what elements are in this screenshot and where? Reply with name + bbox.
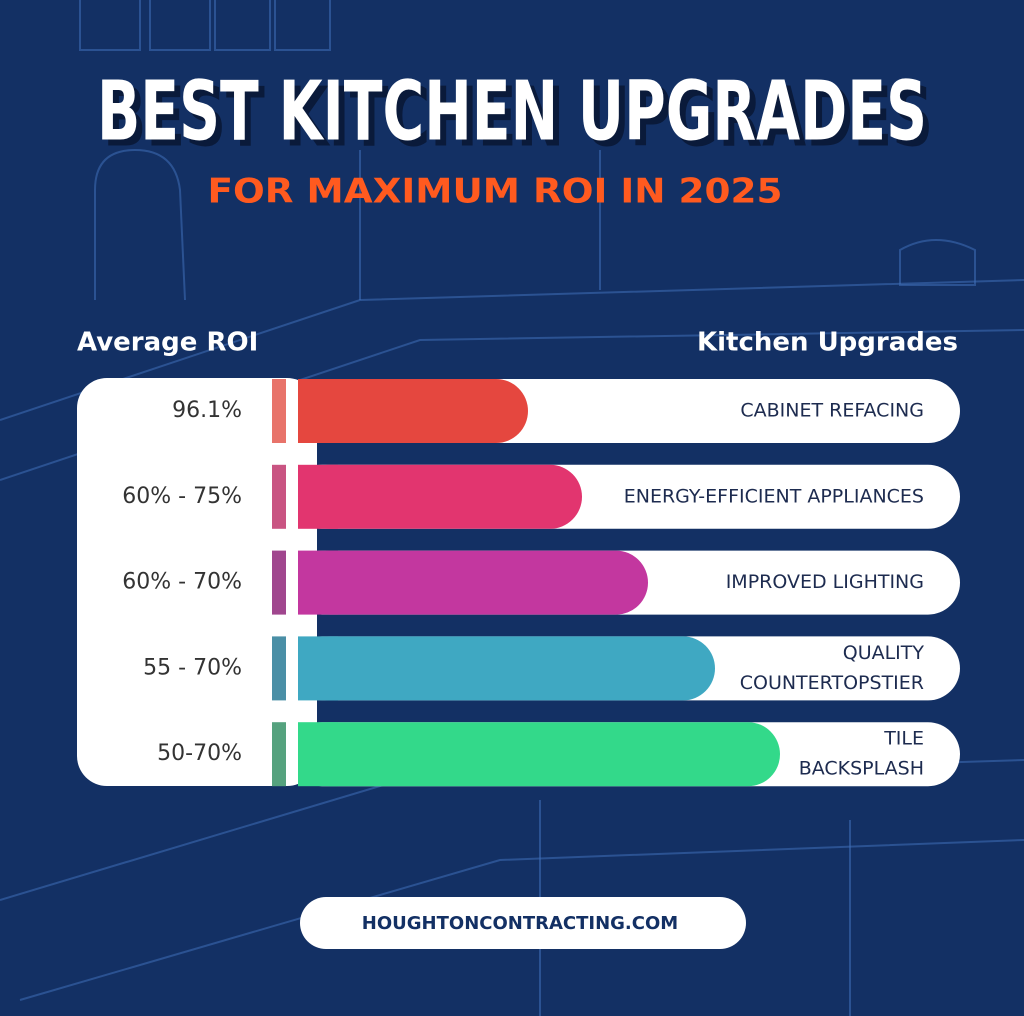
color-strip bbox=[272, 636, 286, 701]
roi-value: 50-70% bbox=[157, 741, 242, 766]
color-bar bbox=[298, 550, 648, 615]
roi-value: 60% - 75% bbox=[122, 484, 242, 509]
color-strip bbox=[272, 550, 286, 615]
column-header: Kitchen Upgrades bbox=[697, 328, 958, 358]
color-strip bbox=[272, 379, 286, 443]
color-bar-edge bbox=[298, 636, 338, 701]
upgrade-label: BACKSPLASH bbox=[799, 758, 924, 780]
footer-url: HOUGHTONCONTRACTING.COM bbox=[362, 913, 678, 934]
color-bar-edge bbox=[298, 550, 338, 615]
upgrade-label: TILE bbox=[883, 728, 924, 750]
color-bar-edge bbox=[298, 464, 338, 529]
footer-pill bbox=[300, 897, 746, 949]
roi-value: 96.1% bbox=[172, 398, 242, 423]
title-shadow: BEST KITCHEN UPGRADES bbox=[103, 70, 933, 165]
upgrade-label: ENERGY-EFFICIENT APPLIANCES bbox=[624, 485, 924, 507]
color-bar bbox=[298, 379, 528, 443]
roi-value: 55 - 70% bbox=[143, 655, 242, 680]
color-bar-edge bbox=[298, 722, 338, 787]
color-strip bbox=[272, 464, 286, 529]
color-bar bbox=[298, 464, 582, 529]
title: BEST KITCHEN UPGRADES bbox=[97, 64, 927, 159]
upgrade-label: COUNTERTOPSTIER bbox=[740, 672, 924, 694]
upgrade-label: QUALITY bbox=[843, 642, 925, 664]
subtitle: FOR MAXIMUM ROI IN 2025 bbox=[208, 172, 783, 212]
color-strip bbox=[272, 722, 286, 787]
color-bar bbox=[298, 722, 780, 787]
color-bar-edge bbox=[298, 379, 338, 443]
upgrade-label: IMPROVED LIGHTING bbox=[726, 571, 924, 593]
roi-panel bbox=[77, 378, 317, 786]
upgrade-label: CABINET REFACING bbox=[740, 400, 924, 422]
column-header: Average ROI bbox=[77, 328, 258, 358]
roi-value: 60% - 70% bbox=[122, 570, 242, 595]
color-bar bbox=[298, 636, 715, 701]
rows: 96.1% CABINET REFACING 60% - 75% ENERGY-EFF… bbox=[122, 379, 960, 787]
